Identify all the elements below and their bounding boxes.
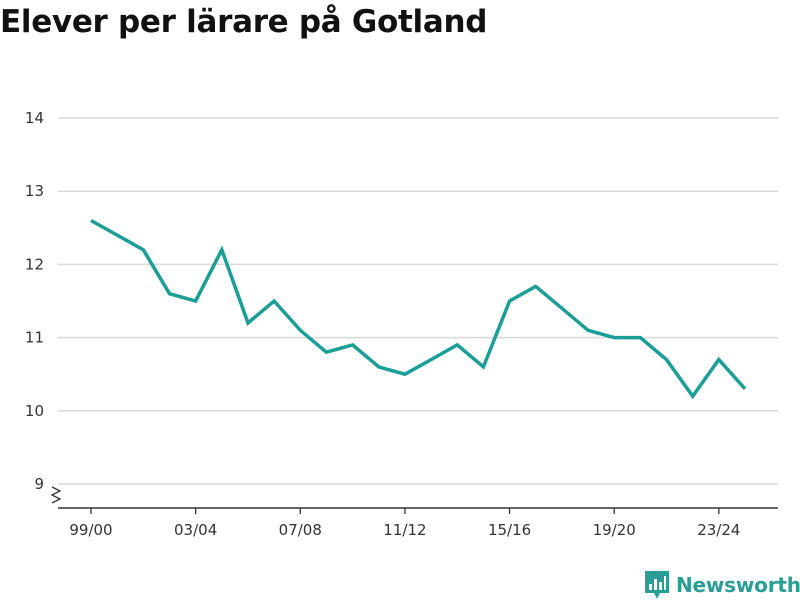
series-line-0 <box>90 218 747 400</box>
newsworthy-brand: Newsworthy <box>644 570 800 600</box>
y-tick-label: 14 <box>25 109 44 127</box>
y-tick-label: 10 <box>25 402 44 420</box>
gridlines <box>58 117 778 485</box>
x-tick-label: 99/00 <box>69 521 112 539</box>
x-tick-label: 03/04 <box>174 521 217 539</box>
newsworthy-logo-icon <box>645 571 669 599</box>
y-tick-label: 13 <box>25 182 44 200</box>
series-layer <box>90 218 747 400</box>
chart-title: Elever per lärare på Gotland <box>0 4 488 40</box>
x-tick-label: 19/20 <box>593 521 636 539</box>
x-tick-label: 07/08 <box>279 521 322 539</box>
y-tick-label: 9 <box>34 475 44 493</box>
y-tick-label: 12 <box>25 255 44 273</box>
axis-break-icon <box>50 486 62 504</box>
x-tick-label: 23/24 <box>697 521 740 539</box>
x-tick-label: 11/12 <box>383 521 426 539</box>
y-tick-label: 11 <box>25 329 44 347</box>
axes: 9 10 11 12 13 14 99/00 03/04 07/08 11/12 15/16 19/2… <box>25 109 778 539</box>
x-tick-label: 15/16 <box>488 521 531 539</box>
brand-name: Newsworthy <box>676 573 800 597</box>
